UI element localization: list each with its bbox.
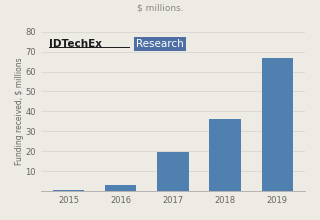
Text: $ millions.: $ millions. [137,3,183,12]
Text: Research: Research [136,39,184,49]
Y-axis label: Funding received, $ millions: Funding received, $ millions [15,58,24,165]
Bar [210,119,241,191]
Bar [157,152,188,191]
Bar [53,190,84,191]
Text: IDTechEx: IDTechEx [49,39,102,49]
Bar [262,58,293,191]
Bar [105,185,136,191]
